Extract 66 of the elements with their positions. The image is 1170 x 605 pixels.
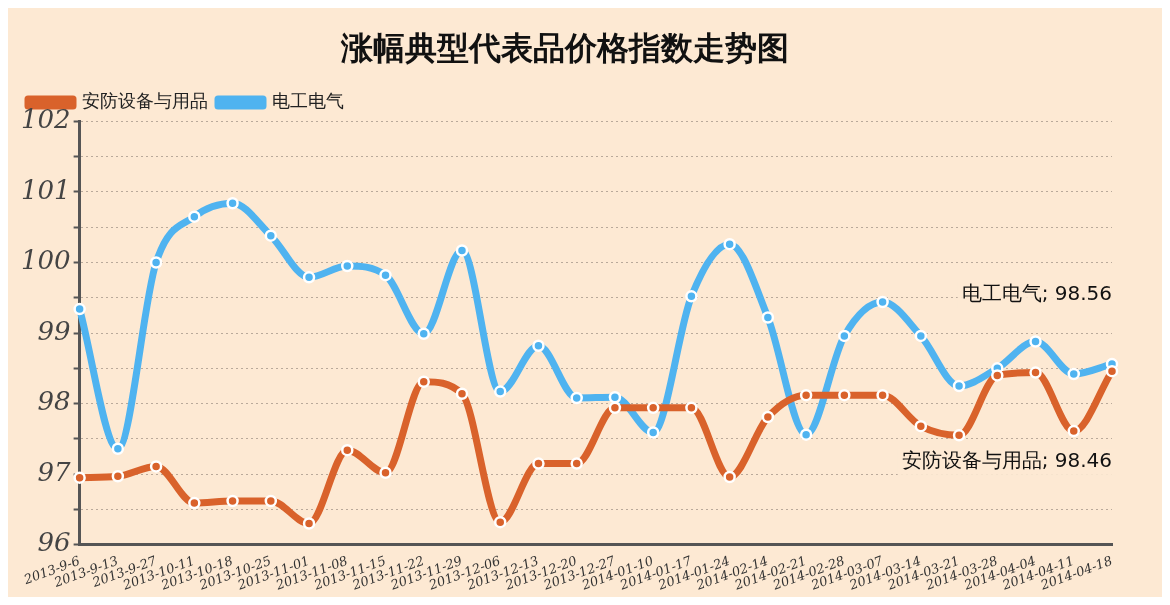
point [761, 311, 775, 324]
point [608, 391, 622, 404]
point [570, 457, 583, 470]
point [302, 517, 316, 530]
chart-title: 涨幅典型代表品价格指数走势图 [340, 28, 789, 67]
point [1067, 424, 1081, 438]
point [570, 391, 583, 405]
point [799, 388, 813, 402]
point [417, 375, 430, 388]
point [188, 496, 201, 510]
point [608, 401, 622, 415]
point [73, 471, 86, 484]
point [226, 494, 239, 508]
y-tick-label: 97 [37, 456, 72, 487]
point [264, 494, 278, 508]
point [493, 385, 507, 398]
point [685, 290, 698, 303]
y-tick-label: 96 [37, 527, 71, 558]
point [73, 302, 86, 316]
y-tick-label: 98 [37, 386, 71, 417]
point [914, 329, 928, 343]
point [1105, 364, 1119, 378]
point [417, 327, 430, 341]
y-tick-label: 100 [20, 245, 71, 276]
point [876, 295, 889, 309]
point [799, 428, 813, 441]
legend-label: 电工电气 [272, 90, 344, 112]
point [532, 457, 545, 470]
y-tick-label: 102 [20, 104, 71, 135]
y-tick-label: 99 [37, 315, 71, 346]
annotation: 安防设备与用品; 98.46 [901, 448, 1112, 473]
point [1067, 367, 1081, 381]
point [455, 244, 469, 257]
point [1029, 366, 1042, 379]
point [646, 426, 660, 439]
point [341, 443, 354, 457]
point [493, 515, 507, 529]
point [1029, 335, 1042, 348]
point [188, 210, 201, 223]
point [149, 460, 163, 473]
point [876, 388, 889, 402]
y-tick-label: 101 [20, 174, 71, 205]
point [111, 470, 125, 483]
point [952, 379, 966, 393]
point [838, 388, 851, 402]
annotation: 电工电气; 98.56 [961, 281, 1112, 306]
point [455, 387, 469, 400]
point [685, 401, 698, 415]
point [723, 237, 736, 251]
point [302, 271, 316, 284]
point [914, 419, 928, 433]
point [646, 401, 660, 415]
point [761, 410, 775, 424]
point [838, 329, 851, 343]
legend-label: 安防设备与用品 [82, 90, 208, 112]
point [532, 339, 545, 352]
point [111, 442, 125, 456]
point [264, 229, 278, 242]
point [341, 259, 354, 273]
point [723, 470, 736, 484]
point [379, 268, 392, 282]
point [226, 196, 239, 210]
point [379, 466, 392, 479]
point [952, 429, 966, 442]
point [149, 256, 163, 269]
point [991, 369, 1004, 382]
